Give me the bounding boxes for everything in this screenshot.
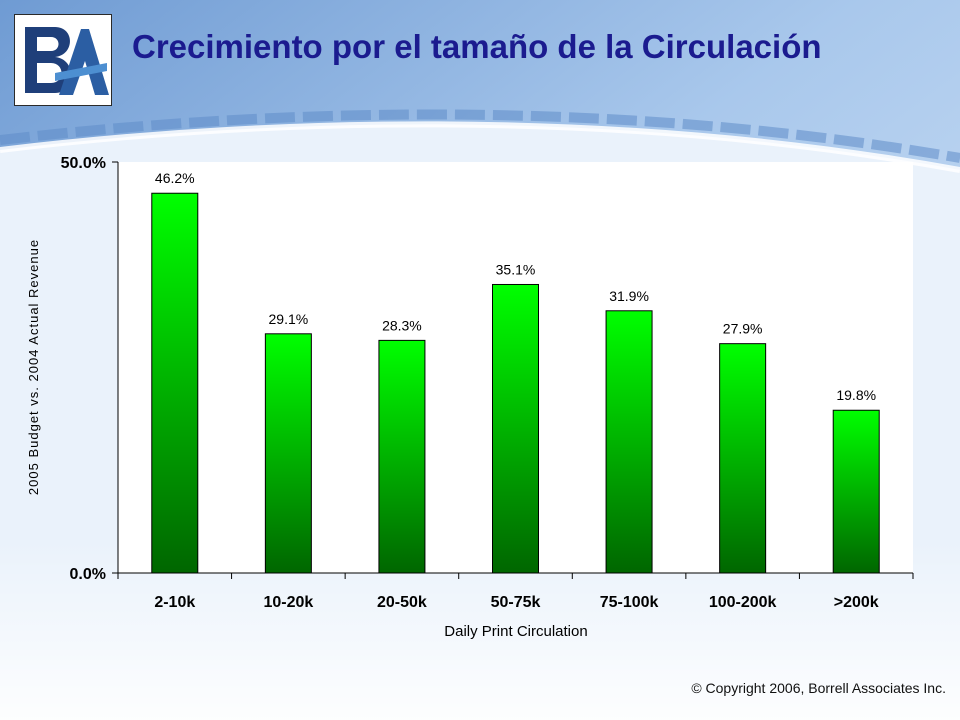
x-tick-label-4: 75-100k bbox=[600, 594, 659, 611]
bar-2 bbox=[378, 339, 426, 574]
data-label-6: 19.8% bbox=[836, 387, 876, 403]
x-tick-label-3: 50-75k bbox=[491, 594, 541, 611]
bar-5 bbox=[719, 343, 767, 574]
copyright-notice: © Copyright 2006, Borrell Associates Inc… bbox=[691, 680, 946, 696]
data-label-5: 27.9% bbox=[723, 321, 763, 337]
x-tick-label-1: 10-20k bbox=[263, 594, 313, 611]
x-tick-label-6: >200k bbox=[834, 594, 879, 611]
y-tick-label-1: 50.0% bbox=[61, 155, 106, 172]
x-axis-title: Daily Print Circulation bbox=[444, 623, 587, 640]
data-label-2: 28.3% bbox=[382, 317, 422, 333]
x-tick-label-2: 20-50k bbox=[377, 594, 427, 611]
data-label-3: 35.1% bbox=[496, 261, 536, 277]
y-tick-label-0: 0.0% bbox=[70, 566, 106, 583]
x-tick-label-5: 100-200k bbox=[709, 594, 777, 611]
bar-0 bbox=[151, 192, 199, 574]
bar-1 bbox=[264, 333, 312, 574]
data-label-0: 46.2% bbox=[155, 170, 195, 186]
y-axis-title: 2005 Budget vs. 2004 Actual Revenue bbox=[26, 239, 41, 495]
bar-6 bbox=[832, 409, 880, 574]
slide-title: Crecimiento por el tamaño de la Circulac… bbox=[132, 28, 822, 65]
data-label-4: 31.9% bbox=[609, 288, 649, 304]
bar-3 bbox=[492, 283, 539, 574]
bar-4 bbox=[605, 310, 653, 574]
x-tick-label-0: 2-10k bbox=[154, 594, 195, 611]
data-label-1: 29.1% bbox=[269, 311, 309, 327]
company-logo bbox=[14, 14, 112, 106]
